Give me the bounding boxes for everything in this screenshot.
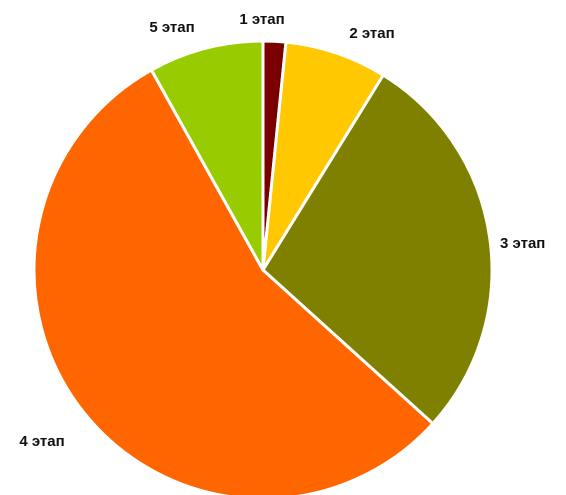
pie-labels: 1 этап 2 этап 3 этап 4 этап 5 этап	[19, 11, 545, 450]
pie-slice-5	[149, 39, 265, 272]
slice-label-5: 5 этап	[149, 19, 194, 36]
pie-slice-3	[261, 73, 494, 426]
slice-label-1: 1 этап	[239, 11, 284, 28]
slice-label-2: 2 этап	[349, 25, 394, 42]
slice-label-4: 4 этап	[19, 433, 64, 450]
slice-label-3: 3 этап	[500, 235, 545, 252]
pie-slices	[32, 39, 494, 495]
pie-slice-4	[32, 68, 435, 495]
pie-slice-2	[261, 40, 385, 272]
